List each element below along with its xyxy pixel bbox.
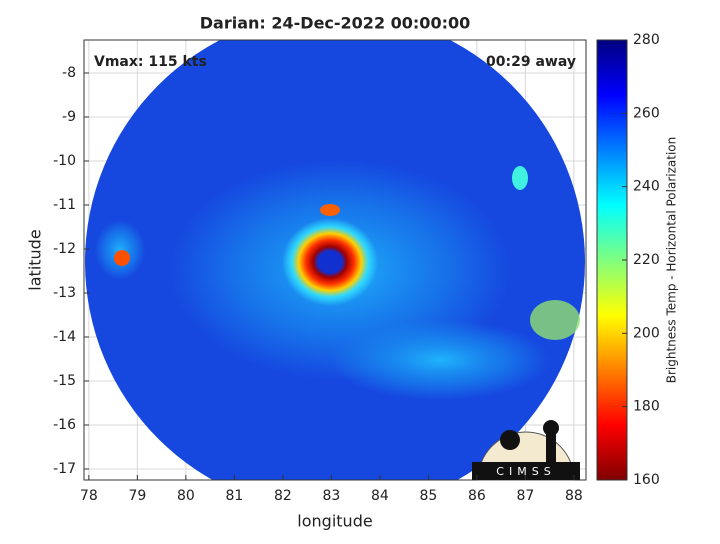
y-tick-label: -15 (53, 373, 76, 389)
chart-title: Darian: 24-Dec-2022 00:00:00 (200, 14, 470, 33)
x-tick-label: 81 (225, 488, 243, 504)
x-tick-label: 86 (468, 488, 486, 504)
colorbar-tick-label: 200 (633, 325, 660, 341)
colorbar-tick-label: 160 (633, 472, 660, 488)
x-tick-label: 83 (322, 488, 340, 504)
annotation: 00:29 away (486, 54, 576, 70)
colorbar-label: Brightness Temp - Horizontal Polarizatio… (665, 137, 679, 384)
y-tick-label: -8 (62, 65, 76, 81)
x-tick-label: 85 (419, 488, 437, 504)
colorbar-tick-label: 220 (633, 252, 660, 268)
storm-image (85, 40, 585, 480)
colorbar-tick-label: 280 (633, 32, 660, 48)
x-tick-label: 88 (565, 488, 583, 504)
y-tick-label: -13 (53, 285, 76, 301)
y-axis-label: latitude (26, 229, 45, 290)
colorbar-tick-label: 180 (633, 399, 660, 415)
plot-frame (83, 39, 587, 481)
x-tick-label: 78 (80, 488, 98, 504)
logo: CIMSS (472, 420, 580, 481)
x-tick-label: 87 (516, 488, 534, 504)
y-tick-label: -12 (53, 241, 76, 257)
x-tick-label: 82 (274, 488, 292, 504)
x-tick-label: 84 (371, 488, 389, 504)
y-tick-label: -16 (53, 417, 76, 433)
x-tick-label: 80 (177, 488, 195, 504)
x-axis-label: longitude (297, 512, 372, 531)
colorbar-tick-label: 240 (633, 179, 660, 195)
y-tick-label: -11 (53, 197, 76, 213)
y-tick-label: -10 (53, 153, 76, 169)
y-tick-label: -17 (53, 461, 76, 477)
colorbar-tick-label: 260 (633, 105, 660, 121)
x-tick-label: 79 (128, 488, 146, 504)
y-tick-label: -14 (53, 329, 76, 345)
annotation: Vmax: 115 kts (94, 54, 207, 70)
y-tick-label: -9 (62, 109, 76, 125)
logo-text: CIMSS (496, 465, 555, 478)
